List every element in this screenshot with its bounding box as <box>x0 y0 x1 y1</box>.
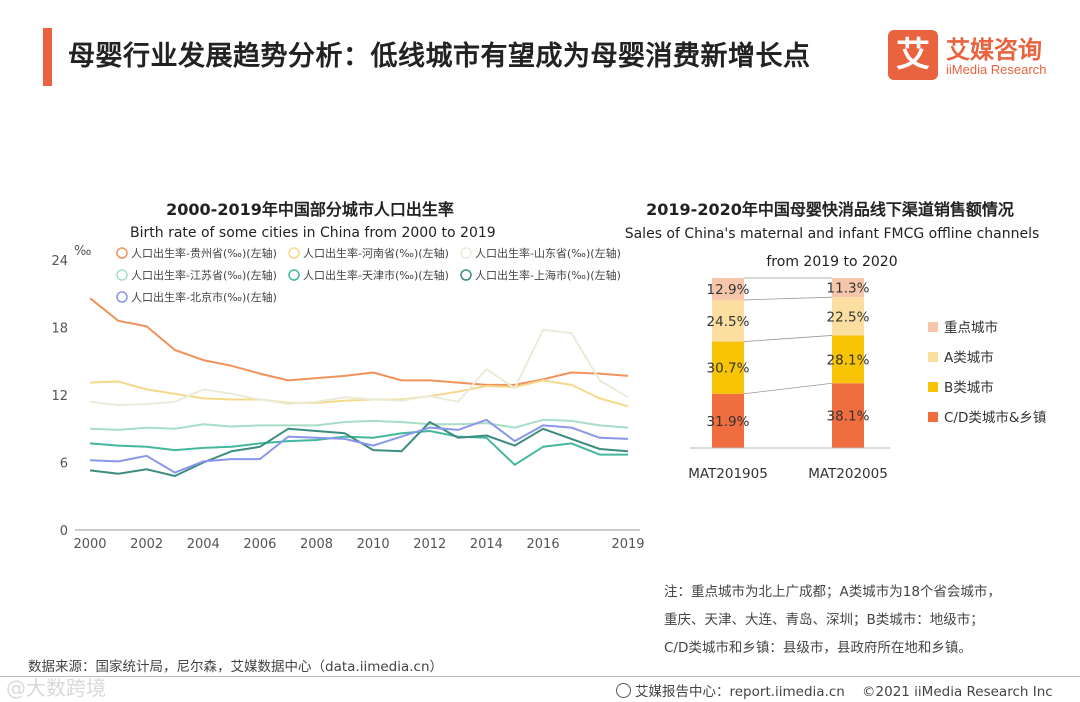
line-chart-subtitle: Birth rate of some cities in China from … <box>130 225 496 241</box>
logo-chinese-name: 艾媒咨询 <box>946 36 1042 64</box>
connector-line <box>743 335 833 342</box>
y-tick-label: 18 <box>51 322 68 337</box>
legend-swatch <box>928 352 938 362</box>
logo-english-name: iiMedia Research <box>946 62 1047 77</box>
footer: 艾媒报告中心：report.iimedia.cn ©2021 iiMedia R… <box>616 680 1053 700</box>
series-line <box>89 379 629 408</box>
legend-label: 人口出生率-江苏省(‰)(左轴) <box>131 268 277 282</box>
category-label: MAT202005 <box>808 466 888 482</box>
line-chart: 0 6 12 18 24 2000 2002 2004 2006 2008 2010 2012 201… <box>51 244 644 552</box>
series-line <box>89 430 628 466</box>
watermark: @大数跨境 <box>6 676 106 700</box>
y-tick-label: 24 <box>51 254 68 269</box>
iimedia-logo: 艾 艾媒咨询 iiMedia Research <box>888 30 1068 86</box>
legend-marker <box>116 291 128 303</box>
series-line <box>89 297 629 386</box>
bar-chart-subtitle-line1: Sales of China's maternal and infant FMC… <box>624 226 1040 242</box>
legend-marker <box>460 269 472 281</box>
connector-line <box>743 296 833 301</box>
x-tick-label: 2012 <box>413 537 446 552</box>
legend-label: B类城市 <box>944 379 994 396</box>
title-accent-bar <box>43 28 52 86</box>
bar-value-label: 12.9% <box>707 282 750 298</box>
legend-label: 人口出生率-山东省(‰)(左轴) <box>475 246 621 260</box>
bar-segment <box>832 297 864 336</box>
legend-marker <box>288 269 300 281</box>
legend-label: 人口出生率-天津市(‰)(左轴) <box>303 268 449 282</box>
bar-chart-title: 2019-2020年中国母婴快消品线下渠道销售额情况 <box>646 200 1014 219</box>
x-tick-label: 2002 <box>130 537 163 552</box>
legend-label: 人口出生率-北京市(‰)(左轴) <box>131 290 277 304</box>
x-tick-label: 2019 <box>611 537 644 552</box>
y-tick-label: 6 <box>60 457 68 472</box>
note-line: C/D类城市和乡镇：县级市，县政府所在地和乡镇。 <box>664 640 972 656</box>
x-tick-label: 2006 <box>243 537 276 552</box>
series-line <box>89 418 629 474</box>
connector-line <box>743 382 833 395</box>
legend-swatch <box>928 412 938 422</box>
legend-marker <box>460 247 472 259</box>
bar-value-label: 11.3% <box>827 281 870 297</box>
footer-report-center: 艾媒报告中心：report.iimedia.cn <box>635 684 845 700</box>
bar-value-label: 24.5% <box>707 314 750 330</box>
y-tick-label: 0 <box>60 524 68 539</box>
note-line: 重庆、天津、大连、青岛、深圳；B类城市：地级市； <box>664 612 984 628</box>
legend-marker <box>116 247 128 259</box>
legend-swatch <box>928 322 938 332</box>
logo-mark-icon: 艾 <box>888 30 938 80</box>
legend-marker <box>288 247 300 259</box>
bar-segment <box>712 299 744 342</box>
x-tick-label: 2014 <box>470 537 503 552</box>
bar-segment <box>712 393 744 448</box>
globe-icon <box>616 683 631 698</box>
bar-segment <box>712 278 744 300</box>
chart-note: 注：重点城市为北上广成都；A类城市为18个省会城市， 重庆、天津、大连、青岛、深… <box>664 578 1064 662</box>
legend-label: 重点城市 <box>944 319 998 336</box>
x-tick-label: 2000 <box>73 537 106 552</box>
bar-value-label: 30.7% <box>707 361 750 377</box>
legend-swatch <box>928 382 938 392</box>
bar-segment <box>832 278 864 298</box>
footer-divider <box>0 676 1080 677</box>
legend-label: 人口出生率-河南省(‰)(左轴) <box>303 246 449 260</box>
legend-marker <box>116 269 128 281</box>
bar-segment <box>832 383 864 448</box>
series-line <box>89 418 629 431</box>
bar-segment <box>712 341 744 394</box>
y-axis-unit-label: ‰ <box>74 244 91 259</box>
legend-label: A类城市 <box>944 349 994 366</box>
x-tick-label: 2004 <box>187 537 220 552</box>
x-tick-label: 2016 <box>527 537 560 552</box>
line-chart-title: 2000-2019年中国部分城市人口出生率 <box>166 200 454 219</box>
legend-label: C/D类城市&乡镇 <box>944 409 1046 426</box>
x-tick-label: 2010 <box>357 537 390 552</box>
note-line: 注：重点城市为北上广成都；A类城市为18个省会城市， <box>664 584 1001 600</box>
bar-value-label: 28.1% <box>827 352 870 368</box>
bar-value-label: 31.9% <box>707 414 750 430</box>
x-tick-label: 2008 <box>300 537 333 552</box>
page-title: 母婴行业发展趋势分析：低线城市有望成为母婴消费新增长点 <box>68 41 811 72</box>
bar-chart-subtitle-line2: from 2019 to 2020 <box>766 254 898 270</box>
y-tick-label: 12 <box>51 389 68 404</box>
data-source: 数据来源：国家统计局，尼尔森，艾媒数据中心（data.iimedia.cn） <box>28 659 444 675</box>
bar-segment <box>832 335 864 384</box>
stacked-bar-chart: 31.9% 30.7% 24.5% 12.9% 38.1% 28.1% 22.5% 11.3%… <box>688 277 1046 482</box>
footer-copyright: ©2021 iiMedia Research Inc <box>862 684 1053 700</box>
bar-value-label: 38.1% <box>827 409 870 425</box>
legend-label: 人口出生率-贵州省(‰)(左轴) <box>131 246 277 260</box>
legend-label: 人口出生率-上海市(‰)(左轴) <box>475 268 621 282</box>
bar-value-label: 22.5% <box>827 309 870 325</box>
category-label: MAT201905 <box>688 466 768 482</box>
series-line <box>89 328 629 407</box>
